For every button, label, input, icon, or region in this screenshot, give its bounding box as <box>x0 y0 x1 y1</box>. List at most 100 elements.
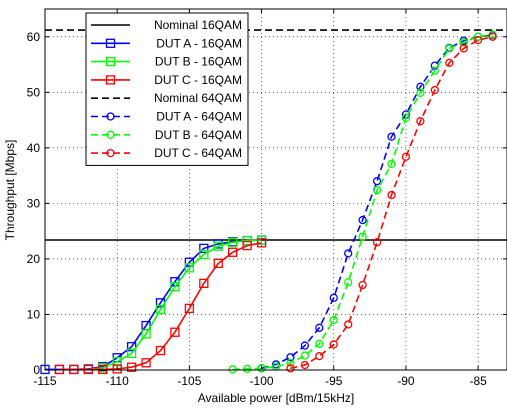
data-point-marker <box>430 66 439 75</box>
data-point-marker <box>459 38 468 47</box>
data-point-marker <box>199 278 209 289</box>
data-point-marker <box>112 364 122 374</box>
data-point-marker <box>83 364 93 375</box>
data-point-marker <box>372 238 382 247</box>
data-point-marker <box>286 358 295 367</box>
data-point-marker <box>387 190 396 200</box>
data-point-marker <box>228 237 238 247</box>
data-point-marker <box>372 177 382 186</box>
data-point-marker <box>184 257 195 267</box>
data-point-marker <box>242 364 252 374</box>
data-series <box>40 29 507 375</box>
data-point-marker <box>459 44 468 53</box>
legend-swatch-marker <box>106 130 115 139</box>
data-point-marker <box>228 247 238 257</box>
data-point-marker <box>170 282 180 292</box>
data-point-marker <box>98 364 108 375</box>
legend-entry-label: Nominal 64QAM <box>154 91 242 105</box>
data-point-marker <box>329 340 338 349</box>
legend-swatch-marker <box>105 38 116 48</box>
data-point-marker <box>416 117 425 126</box>
x-tick-label: -90 <box>397 374 415 388</box>
series-line-8 <box>290 36 493 370</box>
data-point-marker <box>228 365 237 374</box>
x-tick-label: -115 <box>33 374 56 388</box>
y-tick-label: 50 <box>27 85 41 99</box>
data-point-marker <box>488 32 497 41</box>
data-point-marker <box>372 185 382 195</box>
data-point-marker <box>416 82 425 91</box>
data-point-marker <box>199 249 209 260</box>
series-line-7 <box>232 33 493 371</box>
legend-entry-label: DUT B - 16QAM <box>155 55 242 69</box>
data-point-marker <box>401 113 411 123</box>
legend-box <box>85 12 249 166</box>
data-point-marker <box>315 323 324 332</box>
data-point-marker <box>430 85 439 95</box>
data-point-marker <box>112 357 122 367</box>
data-point-marker <box>300 341 310 350</box>
data-point-marker <box>256 238 267 248</box>
data-point-marker <box>126 362 137 372</box>
legend-swatch-marker <box>106 148 115 158</box>
data-point-marker <box>242 240 252 251</box>
y-tick-label: 60 <box>27 30 41 44</box>
legend: Nominal 16QAM DUT A - 16QAM DUT B - 16QAM D… <box>85 12 249 166</box>
y-tick-label: 10 <box>27 307 41 321</box>
legend-entry-label: DUT A - 16QAM <box>156 36 242 50</box>
data-point-marker <box>242 235 252 246</box>
x-tick-label: -95 <box>325 374 343 388</box>
data-point-marker <box>170 327 180 337</box>
y-tick-label: 0 <box>33 363 40 377</box>
data-point-marker <box>473 32 483 41</box>
data-point-marker <box>141 358 151 368</box>
data-point-marker <box>315 339 324 349</box>
data-point-marker <box>141 329 151 339</box>
x-tick-label: -105 <box>177 374 201 388</box>
data-point-marker <box>54 364 65 375</box>
data-point-marker <box>473 35 483 45</box>
data-point-marker <box>286 364 295 373</box>
data-point-marker <box>155 304 166 315</box>
legend-entry-label: DUT B - 64QAM <box>155 128 242 142</box>
data-point-marker <box>358 215 367 225</box>
y-tick-label: 40 <box>27 141 41 155</box>
plot-frame <box>44 8 507 371</box>
legend-swatch-marker <box>105 75 116 85</box>
legend-entry-label: Nominal 16QAM <box>154 18 242 32</box>
data-point-marker <box>257 364 266 373</box>
data-point-marker <box>300 360 310 370</box>
data-point-marker <box>329 315 338 325</box>
data-point-marker <box>286 353 295 362</box>
x-tick-label: -100 <box>250 374 274 388</box>
data-point-marker <box>344 249 353 258</box>
data-point-marker <box>445 58 454 68</box>
data-point-marker <box>213 241 223 251</box>
data-point-marker <box>184 263 195 273</box>
axes: -115 -110 -105 -100 -95 -90 -85 0 10 20 30 40 50 60 <box>27 8 507 388</box>
legend-entry-label: DUT C - 64QAM <box>154 146 242 160</box>
data-point-marker <box>344 278 353 287</box>
data-point-marker <box>213 258 223 269</box>
data-point-marker <box>358 280 367 290</box>
x-tick-label: -110 <box>106 374 129 388</box>
x-axis-label: Available power [dBm/15kHz] <box>198 391 355 405</box>
data-point-marker <box>199 243 209 254</box>
data-point-marker <box>387 159 396 169</box>
data-point-marker <box>315 351 324 361</box>
data-point-marker <box>344 320 353 329</box>
data-point-marker <box>445 44 454 53</box>
legend-swatch-marker <box>106 112 115 121</box>
data-point-marker <box>387 132 396 141</box>
data-point-marker <box>358 232 367 241</box>
y-axis-label: Throughput [Mbps] <box>3 140 17 241</box>
legend-entry-label: DUT A - 64QAM <box>156 110 242 124</box>
data-point-marker <box>329 293 338 302</box>
data-point-marker <box>69 364 79 375</box>
series-line-4 <box>59 242 262 371</box>
data-point-marker <box>416 88 425 98</box>
data-point-marker <box>401 152 411 161</box>
y-tick-label: 20 <box>27 252 41 266</box>
